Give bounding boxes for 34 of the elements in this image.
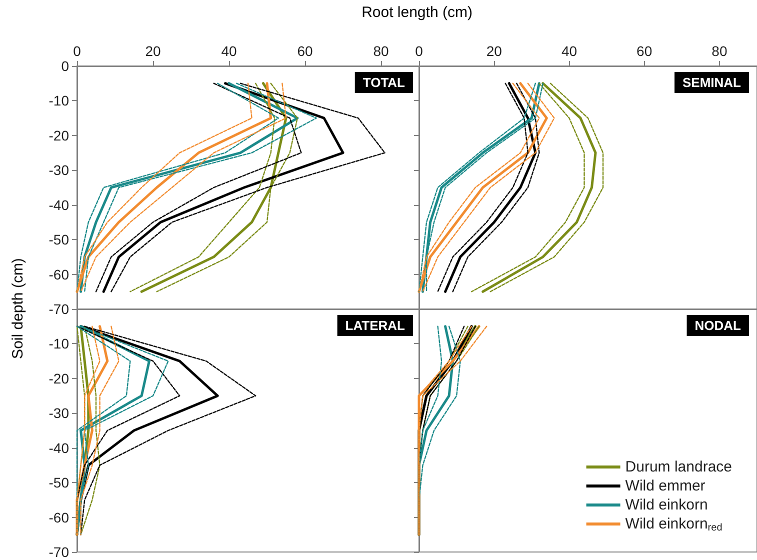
- x-tick-label: 60: [297, 43, 313, 59]
- x-tick-label: 40: [221, 43, 237, 59]
- legend-label: Wild emmer: [625, 478, 706, 494]
- x-tick-label: 80: [373, 43, 389, 59]
- y-tick-label: -40: [48, 196, 70, 213]
- x-tick-label: 60: [636, 43, 652, 59]
- x-tick-label: 20: [486, 43, 502, 59]
- legend-label: Durum landrace: [625, 458, 732, 476]
- x-tick-label: 40: [561, 43, 578, 59]
- y-tick-label: -60: [48, 266, 70, 282]
- text: SEMINAL: [682, 75, 742, 90]
- y-tick-label: 0: [61, 58, 70, 74]
- y-axis-title: Soil depth (cm): [10, 257, 26, 361]
- text: NODAL: [694, 318, 742, 333]
- text: LATERAL: [345, 318, 406, 333]
- y-tick-label: -60: [48, 509, 70, 526]
- x-tick-label: 0: [73, 43, 82, 59]
- x-tick-label: 20: [145, 43, 161, 59]
- y-tick-label: -30: [48, 405, 70, 422]
- y-tick-label: -50: [48, 474, 70, 491]
- x-axis-title: Root length (cm): [360, 4, 474, 21]
- y-tick-label: -50: [48, 232, 70, 248]
- y-tick-label: -70: [48, 301, 70, 317]
- x-tick-label: 80: [712, 43, 728, 59]
- y-tick-label: -10: [48, 336, 70, 352]
- text: TOTAL: [362, 75, 406, 90]
- y-tick-label: -20: [48, 370, 70, 386]
- y-tick-label: -10: [48, 92, 70, 109]
- y-tick-label: -30: [48, 162, 70, 178]
- x-tick-label: 0: [415, 43, 424, 59]
- y-tick-label: -20: [48, 127, 70, 144]
- legend-label: Wild einkorn: [625, 496, 708, 514]
- y-tick-label: -40: [48, 440, 70, 456]
- y-tick-label: -70: [48, 544, 70, 560]
